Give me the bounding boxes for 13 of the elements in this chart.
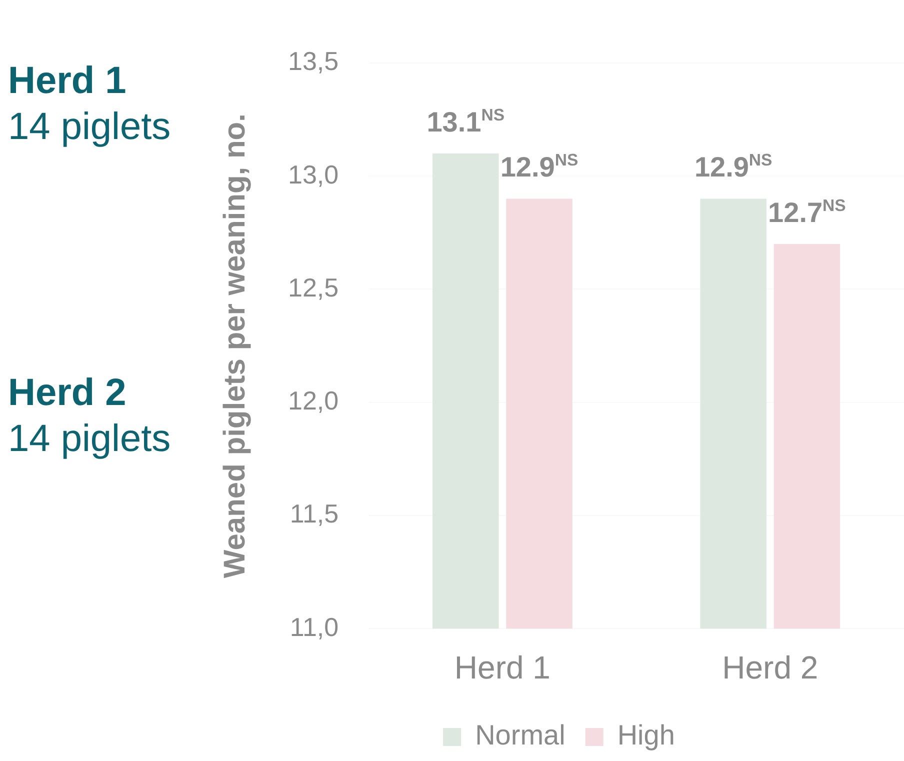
text: Herd 2 bbox=[8, 371, 128, 416]
y-tick-label: 11,5 bbox=[290, 498, 339, 529]
y-tick-label: 11,0 bbox=[290, 612, 339, 642]
y-axis-title: Weaned piglets per weaning, no. bbox=[218, 114, 252, 578]
text: 14 piglets bbox=[8, 105, 172, 150]
y-tick-label: 12,0 bbox=[288, 386, 339, 416]
legend-label: Normal bbox=[475, 720, 566, 751]
y-tick-label: 13,5 bbox=[288, 46, 339, 76]
text: Herd 1 bbox=[8, 59, 128, 104]
text: 14 piglets bbox=[8, 417, 172, 462]
y-tick-label: 13,0 bbox=[288, 159, 339, 190]
y-tick-label: 12,5 bbox=[288, 272, 339, 302]
legend-label: High bbox=[617, 720, 675, 751]
